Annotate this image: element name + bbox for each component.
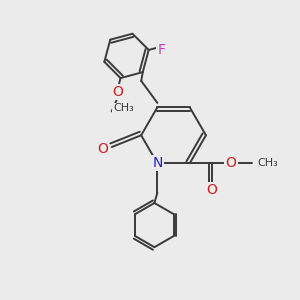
Text: O: O xyxy=(226,156,236,170)
Text: CH₃: CH₃ xyxy=(257,158,278,168)
Text: F: F xyxy=(158,43,165,57)
Text: O: O xyxy=(112,85,123,99)
Text: O: O xyxy=(206,183,217,197)
Text: CH₃: CH₃ xyxy=(113,103,134,113)
Text: N: N xyxy=(152,156,163,170)
Text: O: O xyxy=(98,142,108,155)
